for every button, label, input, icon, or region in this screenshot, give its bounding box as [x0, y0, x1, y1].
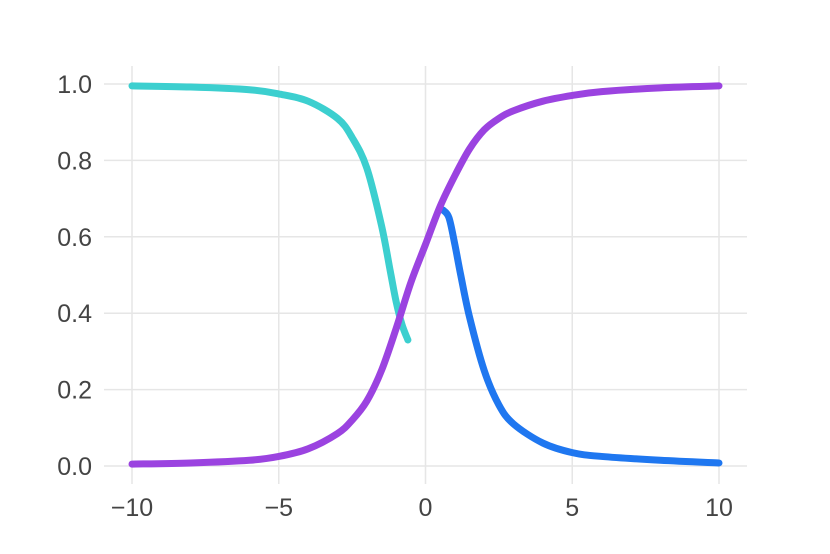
y-tick-label: 0.2	[57, 377, 92, 405]
series-line-purple	[128, 82, 723, 468]
x-tick-label: 0	[419, 494, 433, 522]
x-tick-label: −10	[111, 494, 153, 522]
y-tick-label: 0.4	[57, 300, 92, 328]
x-tick-label: 10	[705, 494, 733, 522]
y-tick-label: 0.6	[57, 224, 92, 252]
y-tick-label: 0.8	[57, 147, 92, 175]
series-line-blue	[439, 206, 723, 467]
x-tick-label: 5	[565, 494, 579, 522]
series-lines	[128, 82, 723, 468]
x-axis-ticks: −10 −5 0 5 10	[111, 494, 733, 522]
y-tick-label: 1.0	[57, 71, 92, 99]
y-tick-label: 0.0	[57, 453, 92, 481]
series-line-teal	[128, 82, 412, 344]
x-tick-label: −5	[264, 494, 293, 522]
y-axis-ticks: 0.0 0.2 0.4 0.6 0.8 1.0	[57, 71, 92, 481]
grid	[104, 66, 747, 484]
